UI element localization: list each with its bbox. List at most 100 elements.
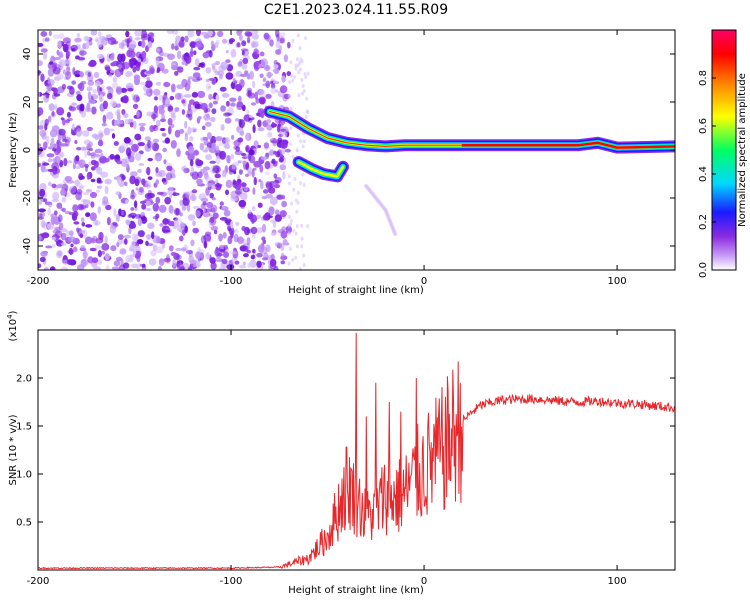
noise-speckle (78, 204, 87, 210)
noise-speckle (170, 173, 176, 179)
noise-speckle (168, 125, 172, 135)
noise-speckle (89, 212, 97, 222)
noise-speckle (136, 239, 144, 245)
noise-speckle (251, 30, 259, 35)
noise-speckle (134, 176, 142, 184)
noise-speckle (167, 105, 174, 112)
noise-speckle (288, 80, 292, 85)
noise-speckle (191, 91, 199, 98)
noise-speckle (75, 165, 81, 170)
noise-speckle (126, 87, 134, 92)
noise-speckle (129, 244, 136, 250)
noise-speckle (302, 88, 306, 93)
noise-speckle (89, 247, 97, 252)
noise-speckle (121, 39, 128, 47)
noise-speckle (257, 202, 263, 208)
noise-speckle (161, 68, 169, 74)
noise-speckle (205, 252, 210, 260)
noise-speckle (195, 158, 201, 165)
noise-speckle (87, 150, 91, 156)
noise-speckle (222, 232, 227, 239)
noise-speckle (130, 254, 136, 258)
noise-speckle (219, 201, 224, 206)
noise-speckle (61, 196, 67, 203)
noise-speckle (267, 131, 273, 138)
noise-speckle (137, 230, 145, 238)
noise-speckle (130, 194, 136, 200)
noise-speckle (51, 183, 57, 188)
noise-speckle (264, 161, 271, 170)
noise-speckle (300, 244, 304, 249)
noise-speckle (38, 107, 44, 116)
noise-speckle (144, 193, 153, 200)
noise-speckle (67, 160, 73, 164)
noise-speckle (124, 238, 128, 245)
noise-speckle (105, 264, 110, 270)
noise-speckle (244, 226, 250, 236)
noise-speckle (287, 174, 291, 179)
noise-speckle (249, 214, 258, 223)
noise-speckle (66, 111, 71, 118)
noise-speckle (181, 61, 186, 65)
noise-speckle (233, 139, 241, 147)
noise-speckle (130, 171, 138, 177)
noise-speckle (125, 147, 132, 157)
noise-speckle (284, 148, 291, 153)
noise-speckle (146, 77, 151, 81)
noise-speckle (105, 34, 112, 39)
noise-speckle (294, 198, 298, 203)
noise-speckle (135, 187, 139, 191)
noise-speckle (65, 230, 71, 236)
noise-speckle (40, 251, 48, 257)
x-tick-label: -100 (220, 576, 243, 587)
noise-speckle (244, 173, 249, 177)
noise-speckle (166, 165, 173, 172)
noise-speckle (251, 169, 255, 178)
noise-speckle (104, 66, 111, 71)
noise-speckle (252, 124, 256, 134)
noise-speckle (200, 102, 208, 110)
noise-speckle (249, 259, 257, 268)
noise-speckle (292, 228, 296, 233)
noise-speckle (296, 133, 300, 138)
noise-speckle (259, 73, 264, 79)
noise-speckle (47, 68, 55, 77)
noise-speckle (41, 232, 50, 239)
noise-speckle (192, 128, 197, 133)
noise-speckle (247, 166, 253, 175)
noise-speckle (236, 187, 241, 197)
noise-speckle (261, 257, 269, 261)
noise-speckle (167, 118, 173, 126)
noise-speckle (175, 247, 182, 252)
noise-speckle (145, 168, 151, 175)
noise-speckle (240, 48, 249, 52)
noise-speckle (60, 117, 64, 121)
noise-speckle (225, 59, 231, 63)
noise-speckle (85, 212, 91, 218)
noise-speckle (45, 37, 50, 42)
noise-speckle (148, 258, 157, 266)
spectrogram-x-axis-label: Height of straight line (km) (288, 285, 424, 296)
y-tick-label: 1.5 (16, 422, 32, 433)
spectrogram-x-ticks: -200 -100 0 100 (27, 30, 627, 287)
noise-speckle (82, 159, 86, 164)
noise-speckle (121, 142, 129, 149)
noise-speckle (98, 31, 102, 37)
noise-speckle (86, 143, 92, 149)
y-tick-label: 2.0 (16, 374, 32, 385)
noise-speckle (74, 140, 78, 144)
snr-y-multiplier: (x104) (6, 310, 19, 341)
colorbar-tick-label: 0.0 (698, 262, 709, 278)
noise-speckle (133, 200, 138, 209)
noise-speckle (79, 103, 85, 112)
noise-speckle (90, 201, 95, 208)
noise-speckle (219, 217, 228, 221)
noise-speckle (60, 266, 69, 270)
noise-speckle (101, 250, 106, 255)
noise-speckle (189, 50, 194, 58)
noise-speckle (255, 97, 260, 104)
noise-speckle (211, 142, 216, 148)
noise-speckle (223, 143, 227, 149)
noise-speckle (72, 204, 79, 213)
noise-speckle (111, 266, 120, 270)
